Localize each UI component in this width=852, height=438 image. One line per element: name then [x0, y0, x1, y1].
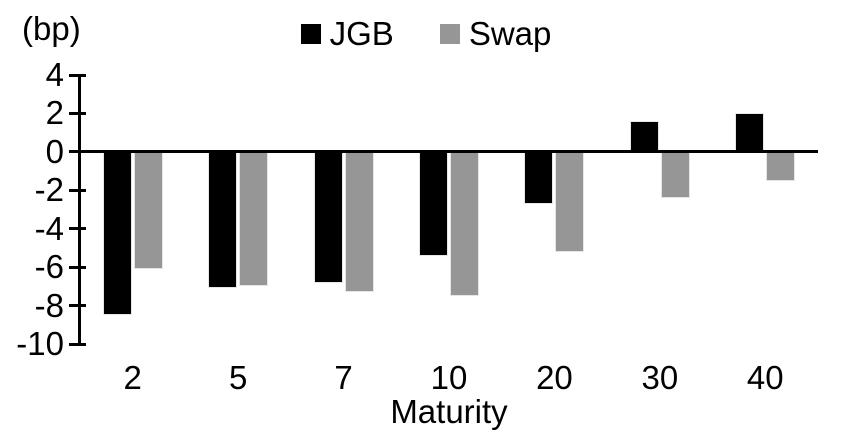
bar-swap-7: [344, 151, 374, 293]
y-axis-unit-label: (bp): [22, 10, 81, 47]
y-tick-mark: [69, 188, 86, 192]
y-tick-label: -10: [16, 325, 64, 362]
y-tick-label: -2: [34, 171, 64, 209]
bar-jgb-2: [102, 151, 132, 316]
y-tick-label: -8: [34, 286, 64, 324]
legend-item-swap: Swap: [439, 15, 552, 52]
jgb-legend-label: JGB: [329, 15, 394, 52]
swap-legend-swatch-icon: [439, 24, 460, 44]
bar-jgb-10: [419, 151, 448, 256]
y-tick-mark: [69, 265, 86, 269]
x-axis-title: Maturity: [390, 393, 508, 430]
y-axis-line: [78, 73, 81, 346]
x-tick-label-20: 20: [536, 359, 573, 396]
bar-swap-20: [555, 151, 585, 252]
x-tick-label-40: 40: [746, 359, 784, 396]
y-tick-mark: [69, 227, 86, 231]
y-tick-label: 2: [45, 94, 64, 132]
y-tick-label: 4: [45, 56, 64, 93]
bar-swap-2: [133, 151, 163, 270]
bar-jgb-7: [313, 151, 343, 283]
legend: JGB Swap: [0, 16, 852, 52]
y-tick-label: 0: [45, 132, 64, 170]
y-tick-label: -6: [34, 248, 64, 286]
bar-jgb-5: [208, 151, 238, 289]
x-tick-label-7: 7: [334, 359, 353, 396]
x-tick-label-5: 5: [228, 359, 248, 396]
bar-jgb-40: [735, 113, 765, 152]
jgb-legend-swatch-icon: [300, 24, 321, 44]
bar-jgb-20: [524, 151, 554, 204]
y-tick-mark: [69, 111, 86, 115]
bar-jgb-30: [629, 121, 659, 152]
y-tick-label: -4: [34, 209, 64, 247]
x-tick-label-10: 10: [430, 359, 468, 396]
swap-legend-label: Swap: [468, 15, 552, 52]
x-tick-label-2: 2: [123, 359, 142, 396]
bar-swap-30: [660, 151, 690, 198]
y-tick-mark: [69, 150, 86, 154]
x-tick-label-30: 30: [641, 359, 679, 396]
bar-swap-40: [766, 151, 796, 181]
y-tick-mark: [69, 342, 86, 346]
y-tick-mark: [69, 304, 86, 308]
bar-swap-5: [239, 151, 269, 287]
legend-item-jgb: JGB: [300, 15, 394, 52]
zero-axis-line: [78, 150, 818, 154]
y-tick-mark: [69, 73, 86, 77]
bar-swap-10: [450, 151, 479, 296]
